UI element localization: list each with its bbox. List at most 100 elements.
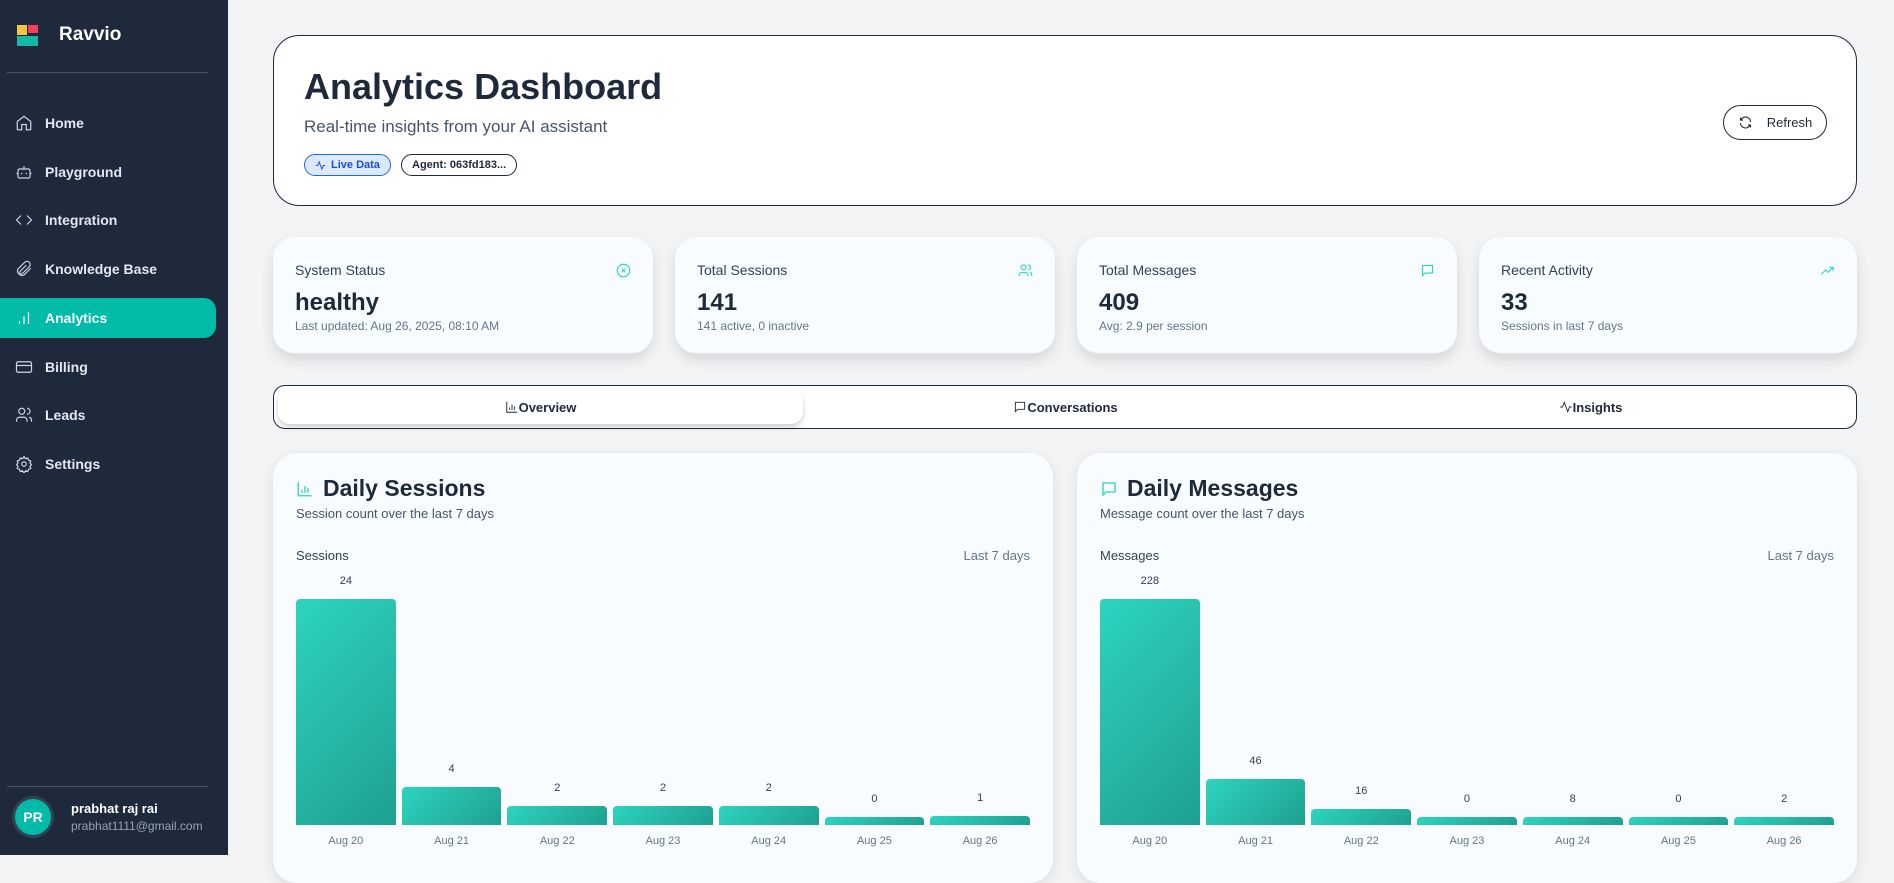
- bar-value-label: 1: [977, 791, 984, 804]
- bar: [930, 815, 1030, 825]
- divider: [7, 72, 208, 73]
- chart-range: Last 7 days: [963, 548, 1031, 563]
- x-tick-label: Aug 24: [751, 835, 787, 847]
- stat-sub: Avg: 2.9 per session: [1099, 319, 1208, 333]
- sidebar: Ravvio Home Playground Integration Knowl…: [0, 0, 228, 855]
- user-name: prabhat raj rai: [71, 801, 158, 816]
- bar-chart-icon: [297, 481, 312, 496]
- tab-conversations[interactable]: Conversations: [803, 390, 1328, 424]
- trending-up-icon: [1820, 266, 1834, 275]
- stat-card-total-messages: Total Messages 409 Avg: 2.9 per session: [1077, 237, 1457, 354]
- x-tick-label: Aug 20: [1132, 835, 1168, 847]
- message-square-icon: [1102, 481, 1116, 497]
- x-tick-label: Aug 25: [856, 835, 892, 847]
- tab-label: Overview: [518, 399, 577, 415]
- sidebar-item-label: Knowledge Base: [45, 261, 158, 277]
- bar: [1100, 599, 1200, 825]
- bar: [1417, 817, 1517, 825]
- bar: [1311, 809, 1412, 825]
- x-tick-label: Aug 23: [1449, 835, 1485, 847]
- divider: [7, 786, 208, 787]
- stat-sub: Sessions in last 7 days: [1501, 319, 1624, 333]
- sidebar-item-leads[interactable]: Leads: [0, 395, 216, 435]
- chart-title: Daily Sessions: [296, 475, 485, 502]
- live-data-label: Live Data: [331, 159, 380, 171]
- stat-card-total-sessions: Total Sessions 141 141 active, 0 inactiv…: [675, 237, 1055, 354]
- bar-value-label: 2: [1781, 793, 1788, 805]
- sidebar-item-settings[interactable]: Settings: [0, 444, 216, 484]
- daily-messages-card: Daily Messages Message count over the la…: [1077, 453, 1857, 883]
- stat-value: 141: [697, 289, 738, 316]
- avatar: PR: [12, 796, 54, 838]
- users-icon: [15, 407, 33, 422]
- bar-chart-icon: [505, 401, 517, 413]
- activity-icon: [315, 160, 326, 170]
- x-tick-label: Aug 22: [1343, 835, 1379, 847]
- bar: [1205, 779, 1306, 825]
- page-title: Analytics Dashboard: [304, 66, 663, 107]
- x-tick-label: Aug 24: [1555, 835, 1591, 847]
- stat-label: Total Sessions: [697, 262, 788, 278]
- daily-messages-chart: 228 Aug 20 46 Aug 21 16 Aug 22 0 Aug 23 8 Aug 24 0…: [1100, 573, 1834, 847]
- bar: [613, 806, 713, 825]
- bot-icon: [16, 166, 32, 179]
- bar: [824, 817, 925, 825]
- page-subtitle: Real-time insights from your AI assistan…: [304, 117, 608, 136]
- dashboard-header: Analytics Dashboard Real-time insights f…: [273, 35, 1857, 206]
- user-email: prabhat1111@gmail.com: [71, 819, 203, 833]
- daily-sessions-card: Daily Sessions Session count over the la…: [273, 453, 1053, 883]
- sidebar-item-billing[interactable]: Billing: [0, 347, 216, 387]
- sidebar-item-integration[interactable]: Integration: [0, 200, 216, 240]
- user-profile[interactable]: PR prabhat raj rai prabhat1111@gmail.com: [12, 796, 203, 838]
- bar-value-label: 46: [1249, 755, 1262, 768]
- activity-icon: [1559, 401, 1572, 413]
- sidebar-item-home[interactable]: Home: [0, 103, 216, 143]
- bar-value-label: 8: [1569, 793, 1576, 805]
- stat-card-system-status: System Status healthy Last updated: Aug …: [273, 237, 653, 354]
- bar-value-label: 0: [871, 793, 878, 805]
- daily-sessions-chart: 24 Aug 20 4 Aug 21 2 Aug 22 2 Aug 23 2 Aug 24 0 Aug…: [296, 573, 1030, 847]
- ravvio-logo-icon: [17, 25, 39, 47]
- x-tick-label: Aug 21: [434, 835, 469, 847]
- stat-value: 33: [1501, 289, 1528, 316]
- bar-value-label: 24: [339, 575, 352, 587]
- x-tick-label: Aug 21: [1238, 835, 1273, 847]
- x-tick-label: Aug 23: [645, 835, 681, 847]
- sidebar-item-label: Analytics: [45, 310, 108, 326]
- brand-name: Ravvio: [59, 24, 122, 45]
- bar: [718, 806, 819, 825]
- chart-title-text: Daily Sessions: [323, 475, 486, 501]
- gear-icon: [15, 455, 33, 473]
- stat-sub: 141 active, 0 inactive: [697, 319, 810, 333]
- chart-ylabel: Messages: [1100, 548, 1160, 563]
- stat-label: Total Messages: [1099, 262, 1197, 278]
- tab-label: Insights: [1572, 399, 1623, 415]
- sidebar-item-knowledge-base[interactable]: Knowledge Base: [0, 249, 216, 289]
- x-tick-label: Aug 22: [539, 835, 575, 847]
- code-icon: [15, 215, 33, 225]
- bar: [1522, 817, 1623, 825]
- sidebar-item-label: Integration: [45, 212, 118, 228]
- tab-bar: Overview Conversations Insights: [273, 385, 1857, 429]
- bar-value-label: 228: [1140, 575, 1160, 587]
- message-square-icon: [1421, 264, 1434, 277]
- bar: [1734, 817, 1834, 825]
- refresh-button[interactable]: Refresh: [1723, 105, 1827, 140]
- tab-insights[interactable]: Insights: [1328, 390, 1853, 424]
- x-tick-label: Aug 25: [1660, 835, 1696, 847]
- chart-ylabel: Sessions: [296, 548, 349, 563]
- stat-label: System Status: [295, 262, 386, 278]
- bar-chart-icon: [18, 312, 30, 324]
- bar-value-label: 4: [448, 763, 455, 776]
- chart-title: Daily Messages: [1100, 475, 1298, 502]
- tab-overview[interactable]: Overview: [278, 390, 803, 424]
- stat-sub: Last updated: Aug 26, 2025, 08:10 AM: [295, 319, 500, 333]
- refresh-icon: [1739, 116, 1751, 129]
- sidebar-item-label: Leads: [45, 407, 86, 423]
- sidebar-item-playground[interactable]: Playground: [0, 152, 216, 192]
- agent-badge: Agent: 063fd183...: [401, 154, 518, 176]
- chart-subtitle: Message count over the last 7 days: [1100, 506, 1305, 521]
- sidebar-item-label: Billing: [45, 359, 88, 375]
- sidebar-item-analytics[interactable]: Analytics: [0, 298, 216, 338]
- bar-value-label: 2: [765, 782, 772, 795]
